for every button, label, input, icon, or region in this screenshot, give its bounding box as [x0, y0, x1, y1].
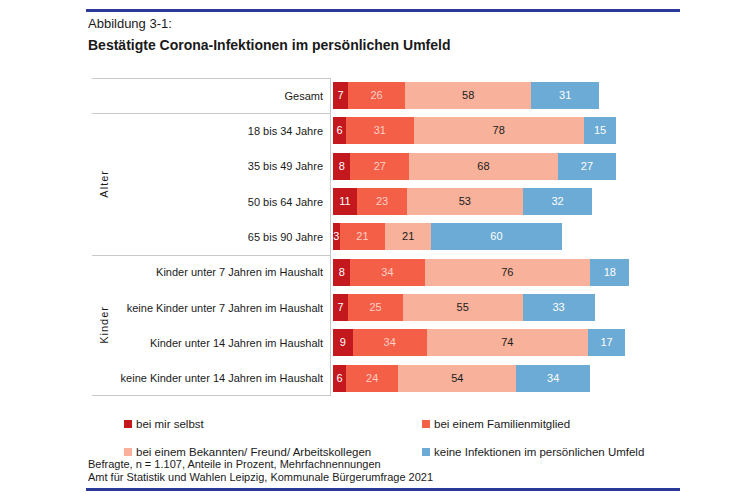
bar-segment: 55	[403, 294, 523, 321]
figure-label: Abbildung 3-1:	[88, 16, 172, 31]
bar-segment: 8	[333, 259, 350, 286]
chart-row: 50 bis 64 Jahre11235332	[92, 184, 664, 219]
group-label-alter: Alter	[98, 170, 110, 198]
bottom-rule	[86, 488, 680, 491]
top-rule	[86, 9, 680, 12]
group-separator-line	[92, 395, 330, 396]
chart-row: Gesamt7265831	[92, 78, 664, 113]
source-note: Befragte, n = 1.107, Anteile in Prozent,…	[88, 458, 433, 484]
bar-segment: 6	[333, 365, 346, 392]
row-label: 50 bis 64 Jahre	[92, 196, 333, 208]
bar-segment: 9	[333, 329, 353, 356]
bar-stack: 7265831	[333, 82, 599, 109]
footer-line-2: Amt für Statistik und Wahlen Leipzig, Ko…	[88, 471, 433, 484]
bar-stack: 11235332	[333, 188, 592, 215]
bar-segment: 11	[333, 188, 357, 215]
bar-stack: 6317815	[333, 117, 616, 144]
legend-item: bei mir selbst	[124, 418, 422, 430]
bar-segment: 34	[516, 365, 590, 392]
figure-title: Bestätigte Corona-Infektionen im persönl…	[88, 37, 451, 53]
bar-stack: 6245434	[333, 365, 590, 392]
bar-stack: 8276827	[333, 153, 616, 180]
row-label: keine Kinder unter 7 Jahren im Haushalt	[92, 302, 333, 314]
bar-segment: 31	[346, 117, 414, 144]
bar-segment: 18	[590, 259, 629, 286]
bar-stack: 3212160	[333, 223, 562, 250]
bar-segment: 32	[523, 188, 593, 215]
group-separator-line	[92, 255, 330, 256]
stacked-bar-chart: Gesamt726583118 bis 34 Jahre631781535 bi…	[92, 78, 664, 396]
bar-segment: 27	[558, 153, 617, 180]
bar-stack: 7255533	[333, 294, 595, 321]
chart-row: Kinder unter 14 Jahren im Haushalt934741…	[92, 325, 664, 360]
legend-label: bei einem Bekannten/ Freund/ Arbeitskoll…	[136, 446, 371, 458]
group-separator-line	[92, 113, 330, 114]
legend-swatch	[124, 448, 132, 456]
bar-segment: 6	[333, 117, 346, 144]
chart-row: 35 bis 49 Jahre8276827	[92, 149, 664, 184]
group-label-kinder: Kinder	[98, 306, 110, 344]
bar-segment: 15	[584, 117, 617, 144]
bar-segment: 31	[531, 82, 599, 109]
bar-segment: 34	[350, 259, 424, 286]
row-label: keine Kinder unter 14 Jahren im Haushalt	[92, 372, 333, 384]
legend-label: bei einem Familienmitglied	[434, 418, 570, 430]
bar-segment: 24	[346, 365, 398, 392]
bar-segment: 60	[431, 223, 562, 250]
bar-segment: 53	[407, 188, 523, 215]
legend-item: bei einem Familienmitglied	[422, 418, 644, 430]
row-label: 65 bis 90 Jahre	[92, 231, 333, 243]
bar-segment: 23	[357, 188, 407, 215]
row-label: Gesamt	[92, 90, 333, 102]
bar-segment: 21	[340, 223, 386, 250]
group-separator-line	[92, 78, 330, 79]
legend-label: bei mir selbst	[136, 418, 204, 430]
bar-segment: 27	[350, 153, 409, 180]
row-label: 18 bis 34 Jahre	[92, 125, 333, 137]
row-label: Kinder unter 14 Jahren im Haushalt	[92, 337, 333, 349]
legend-swatch	[124, 420, 132, 428]
bar-segment: 7	[333, 82, 348, 109]
chart-row: keine Kinder unter 7 Jahren im Haushalt7…	[92, 290, 664, 325]
chart-row: keine Kinder unter 14 Jahren im Haushalt…	[92, 361, 664, 396]
legend-item: keine Infektionen im persönlichen Umfeld	[422, 446, 644, 458]
footer-line-1: Befragte, n = 1.107, Anteile in Prozent,…	[88, 458, 433, 471]
chart-row: 18 bis 34 Jahre6317815	[92, 113, 664, 148]
bar-segment: 78	[414, 117, 584, 144]
bar-segment: 21	[385, 223, 431, 250]
legend-label: keine Infektionen im persönlichen Umfeld	[434, 446, 644, 458]
bar-segment: 68	[409, 153, 557, 180]
bar-stack: 8347618	[333, 259, 629, 286]
bar-segment: 74	[427, 329, 588, 356]
chart-row: Kinder unter 7 Jahren im Haushalt8347618	[92, 255, 664, 290]
legend-swatch	[422, 420, 430, 428]
report-page: Abbildung 3-1: Bestätigte Corona-Infekti…	[0, 0, 744, 496]
chart-row: 65 bis 90 Jahre3212160	[92, 219, 664, 254]
axis-line	[330, 78, 331, 396]
bar-segment: 17	[588, 329, 625, 356]
bar-segment: 34	[353, 329, 427, 356]
bar-segment: 26	[348, 82, 405, 109]
bar-segment: 33	[523, 294, 595, 321]
bar-segment: 54	[398, 365, 516, 392]
row-label: Kinder unter 7 Jahren im Haushalt	[92, 266, 333, 278]
legend-swatch	[422, 448, 430, 456]
bar-segment: 25	[348, 294, 403, 321]
bar-segment: 7	[333, 294, 348, 321]
bar-segment: 76	[425, 259, 591, 286]
legend-item: bei einem Bekannten/ Freund/ Arbeitskoll…	[124, 446, 422, 458]
bar-segment: 8	[333, 153, 350, 180]
bar-stack: 9347417	[333, 329, 625, 356]
row-label: 35 bis 49 Jahre	[92, 160, 333, 172]
bar-segment: 58	[405, 82, 531, 109]
